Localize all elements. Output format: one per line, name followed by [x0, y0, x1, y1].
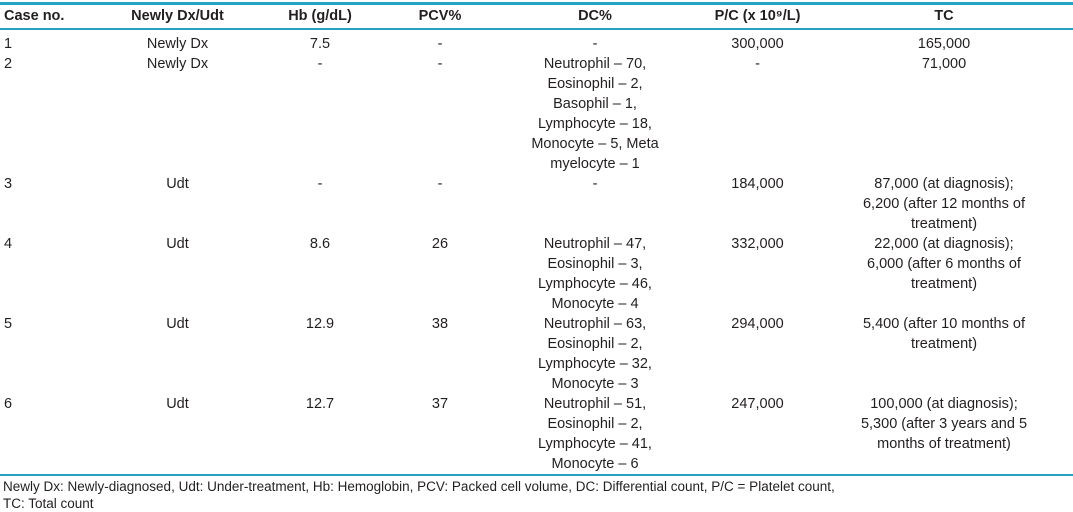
cell-dc: - — [592, 176, 598, 192]
cell-case-no: 5 — [4, 316, 13, 332]
cell-tc: 22,000 (at diagnosis); 6,000 (after 6 mo… — [867, 236, 1021, 292]
cell-hb: - — [317, 56, 323, 72]
cell-dc: Neutrophil – 51, Eosinophil – 2, Lymphoc… — [538, 396, 652, 472]
cell-dc: Neutrophil – 47, Eosinophil – 3, Lymphoc… — [538, 236, 652, 312]
cell-dc: Neutrophil – 70, Eosinophil – 2, Basophi… — [531, 56, 659, 172]
cell-hb: 8.6 — [309, 236, 331, 252]
table-row-case-5: 5 Udt 12.9 38 Neutrophil – 63, Eosinophi… — [0, 314, 1073, 394]
cell-case-no: 2 — [4, 56, 13, 72]
table-header: Case no. Newly Dx/Udt Hb (g/dL) PCV% DC%… — [0, 3, 1073, 30]
cell-case-no: 6 — [4, 396, 13, 412]
cell-tc: 5,400 (after 10 months of treatment) — [862, 316, 1025, 352]
table-footnote: Newly Dx: Newly-diagnosed, Udt: Under-tr… — [0, 478, 1073, 512]
column-header-tc: TC — [815, 3, 1073, 30]
table-row-case-6: 6 Udt 12.7 37 Neutrophil – 51, Eosinophi… — [0, 394, 1073, 475]
column-header-hb: Hb (g/dL) — [250, 3, 390, 30]
cell-pcv: - — [437, 36, 443, 52]
cell-hb: 12.9 — [305, 316, 335, 332]
column-header-newly-dx-udt: Newly Dx/Udt — [105, 3, 250, 30]
table-row-case-4: 4 Udt 8.6 26 Neutrophil – 47, Eosinophil… — [0, 234, 1073, 314]
cell-tc: 165,000 — [917, 36, 971, 52]
cell-status: Udt — [166, 316, 189, 332]
cell-status: Udt — [166, 236, 189, 252]
footnote-line-2: TC: Total count — [3, 496, 94, 511]
column-header-case-no: Case no. — [0, 3, 105, 30]
cell-dc: Neutrophil – 63, Eosinophil – 2, Lymphoc… — [538, 316, 652, 392]
cell-pcv: - — [437, 176, 443, 192]
header-row: Case no. Newly Dx/Udt Hb (g/dL) PCV% DC%… — [0, 3, 1073, 30]
table-row-case-3: 3 Udt - - - 184,000 87,000 (at diagnosis… — [0, 174, 1073, 234]
column-header-dc: DC% — [490, 3, 700, 30]
cell-pc: 332,000 — [731, 236, 784, 252]
cell-pcv: 38 — [431, 316, 449, 332]
cell-pcv: - — [437, 56, 443, 72]
cell-pc: 247,000 — [731, 396, 784, 412]
cell-pc: 294,000 — [731, 316, 784, 332]
cell-case-no: 4 — [4, 236, 13, 252]
cell-hb: 12.7 — [305, 396, 335, 412]
column-header-pcv: PCV% — [390, 3, 490, 30]
cell-hb: 7.5 — [309, 36, 331, 52]
cell-case-no: 1 — [4, 36, 13, 52]
cell-status: Udt — [166, 176, 189, 192]
cell-status: Udt — [166, 396, 189, 412]
cell-pc: 184,000 — [731, 176, 784, 192]
cell-tc: 87,000 (at diagnosis); 6,200 (after 12 m… — [862, 176, 1025, 232]
cell-dc: - — [592, 36, 598, 52]
cell-tc: 100,000 (at diagnosis); 5,300 (after 3 y… — [860, 396, 1028, 452]
cell-pc: 300,000 — [731, 36, 784, 52]
footnote-line-1: Newly Dx: Newly-diagnosed, Udt: Under-tr… — [3, 479, 835, 494]
column-header-pc: P/C (x 10⁹/L) — [700, 3, 815, 30]
table-row-case-2: 2 Newly Dx - - Neutrophil – 70, Eosinoph… — [0, 54, 1073, 174]
cell-tc: 71,000 — [921, 56, 967, 72]
cell-status: Newly Dx — [146, 56, 209, 72]
cell-pcv: 37 — [431, 396, 449, 412]
table-row-case-1: 1 Newly Dx 7.5 - - 300,000 165,000 — [0, 29, 1073, 54]
cell-pcv: 26 — [431, 236, 449, 252]
cell-case-no: 3 — [4, 176, 13, 192]
table-body: 1 Newly Dx 7.5 - - 300,000 165,000 2 New… — [0, 29, 1073, 475]
cell-hb: - — [317, 176, 323, 192]
cell-status: Newly Dx — [146, 36, 209, 52]
case-lab-values-table: Case no. Newly Dx/Udt Hb (g/dL) PCV% DC%… — [0, 2, 1073, 476]
cell-pc: - — [755, 56, 760, 72]
